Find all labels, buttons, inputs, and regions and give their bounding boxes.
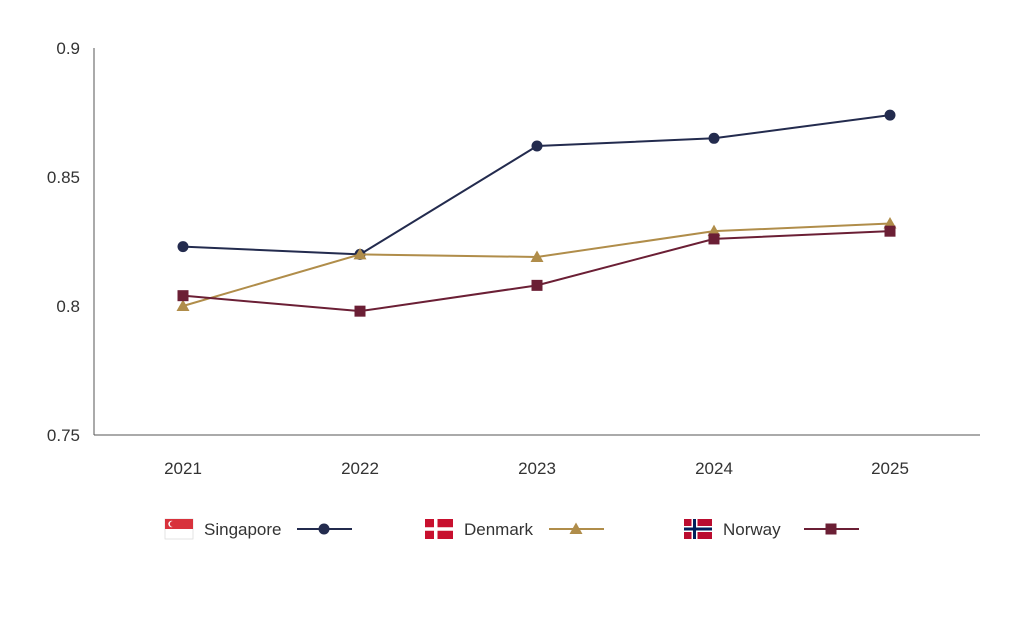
legend-item-norway: Norway xyxy=(684,519,859,539)
data-point-denmark xyxy=(707,224,721,237)
x-tick-label: 2021 xyxy=(164,459,202,478)
y-tick-label: 0.85 xyxy=(47,168,80,187)
denmark-flag-icon xyxy=(425,519,453,539)
y-tick-label: 0.8 xyxy=(56,297,80,316)
legend-label-norway: Norway xyxy=(723,520,781,539)
series-singapore xyxy=(177,109,896,260)
data-point-denmark xyxy=(176,299,190,311)
x-tick-label: 2023 xyxy=(518,459,556,478)
x-tick-label: 2024 xyxy=(695,459,733,478)
norway-flag-icon xyxy=(684,519,712,539)
series-layer xyxy=(176,109,897,317)
series-line-singapore xyxy=(182,114,891,256)
legend-label-singapore: Singapore xyxy=(204,520,282,539)
legend-item-singapore: Singapore xyxy=(164,518,352,540)
y-tick-label: 0.9 xyxy=(56,39,80,58)
series-denmark xyxy=(176,216,897,311)
data-point-norway xyxy=(884,225,896,237)
data-point-norway xyxy=(177,290,189,302)
data-point-singapore xyxy=(531,140,543,152)
data-point-singapore xyxy=(177,241,189,253)
data-point-denmark xyxy=(530,250,544,262)
legend-label-denmark: Denmark xyxy=(464,520,533,539)
y-tick-labels: 0.75 0.8 0.85 0.9 xyxy=(47,39,80,445)
series-line-norway xyxy=(182,230,891,313)
data-point-singapore xyxy=(884,109,896,121)
singapore-flag-icon xyxy=(164,518,194,540)
legend-item-denmark: Denmark xyxy=(425,519,604,539)
data-point-norway xyxy=(708,233,720,245)
x-tick-label: 2022 xyxy=(341,459,379,478)
data-point-norway xyxy=(531,279,543,291)
y-tick-label: 0.75 xyxy=(47,426,80,445)
data-point-denmark xyxy=(353,247,367,260)
legend-marker-norway xyxy=(825,523,837,535)
x-tick-label: 2025 xyxy=(871,459,909,478)
data-point-singapore xyxy=(708,132,720,144)
legend-marker-denmark xyxy=(569,522,583,534)
data-point-denmark xyxy=(883,216,897,229)
x-tick-labels: 2021 2022 2023 2024 2025 xyxy=(164,459,909,478)
legend-marker-singapore xyxy=(318,523,330,535)
legend: Singapore Denmark Norway xyxy=(164,518,859,540)
series-norway xyxy=(177,225,896,317)
data-point-norway xyxy=(354,305,366,317)
